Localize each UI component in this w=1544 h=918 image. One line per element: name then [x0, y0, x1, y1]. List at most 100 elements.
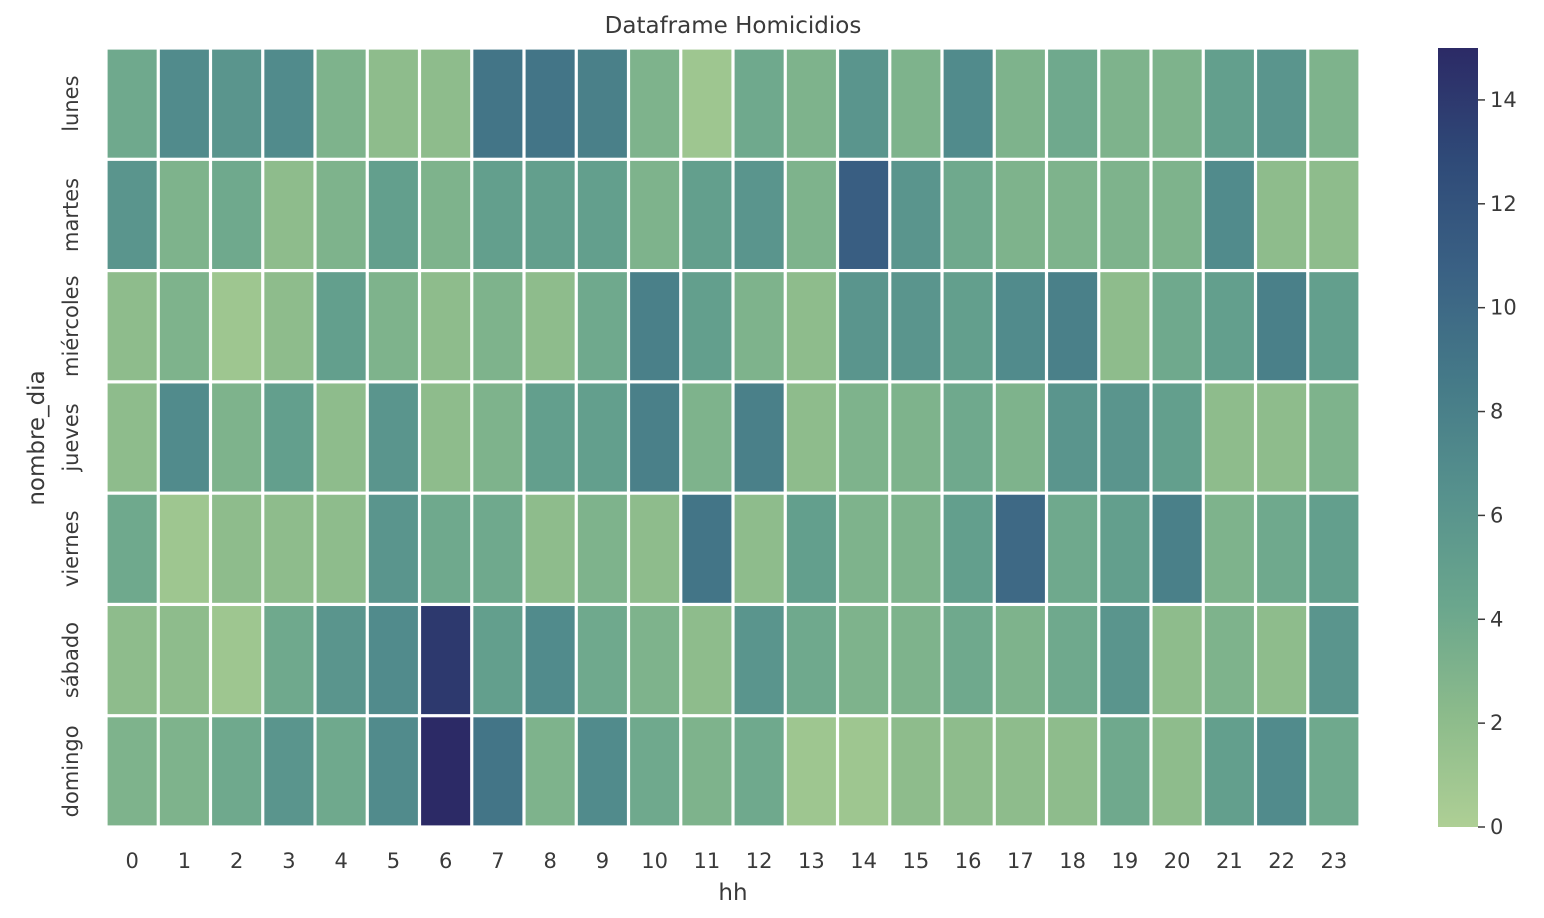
heatmap-cell [943, 49, 993, 158]
heatmap-cell [577, 717, 627, 826]
x-tick-label: 13 [798, 849, 825, 873]
heatmap-cell [316, 494, 366, 603]
colorbar-tick-label: 0 [1490, 815, 1503, 839]
heatmap-cells [107, 49, 1359, 826]
heatmap-cell [368, 272, 418, 381]
chart-title: Dataframe Homicidios [605, 13, 862, 39]
heatmap-cell [1257, 272, 1307, 381]
heatmap-cell [1204, 606, 1254, 715]
heatmap-cell [159, 383, 209, 492]
x-tick-label: 4 [334, 849, 347, 873]
heatmap-cell [525, 160, 575, 269]
heatmap-cell [1048, 272, 1098, 381]
heatmap-cell [891, 383, 941, 492]
heatmap-cell [368, 160, 418, 269]
y-tick-label: domingo [59, 725, 83, 817]
heatmap-cell [264, 717, 314, 826]
heatmap-cell [159, 717, 209, 826]
heatmap-cell [421, 383, 471, 492]
x-tick-label: 23 [1321, 849, 1348, 873]
x-tick-label: 19 [1112, 849, 1139, 873]
colorbar-tick-label: 8 [1490, 400, 1503, 424]
heatmap-cell [786, 494, 836, 603]
colorbar-tick-label: 14 [1490, 88, 1517, 112]
heatmap-cell [1257, 606, 1307, 715]
heatmap-cell [1204, 49, 1254, 158]
heatmap-cell [682, 606, 732, 715]
x-tick-label: 15 [903, 849, 930, 873]
heatmap-cell [891, 272, 941, 381]
heatmap-cell [264, 606, 314, 715]
heatmap-cell [682, 494, 732, 603]
x-tick-label: 2 [230, 849, 243, 873]
heatmap-cell [212, 160, 262, 269]
heatmap-cell [107, 272, 157, 381]
heatmap-cell [995, 606, 1045, 715]
heatmap-cell [107, 717, 157, 826]
heatmap-cell [786, 160, 836, 269]
x-tick-label: 7 [491, 849, 504, 873]
x-tick-label: 3 [282, 849, 295, 873]
heatmap-cell [473, 606, 523, 715]
heatmap-cell [473, 494, 523, 603]
x-tick-label: 9 [596, 849, 609, 873]
x-tick-label: 6 [439, 849, 452, 873]
heatmap-cell [107, 49, 157, 158]
colorbar-tick-label: 10 [1490, 296, 1517, 320]
heatmap-cell [1257, 49, 1307, 158]
heatmap-cell [839, 494, 889, 603]
heatmap-cell [368, 606, 418, 715]
x-tick-label: 18 [1059, 849, 1086, 873]
heatmap-cell [473, 717, 523, 826]
heatmap-cell [682, 160, 732, 269]
heatmap-cell [577, 160, 627, 269]
heatmap-cell [1309, 606, 1359, 715]
heatmap-cell [1309, 717, 1359, 826]
heatmap-cell [839, 383, 889, 492]
heatmap-cell [1309, 383, 1359, 492]
heatmap-cell [421, 717, 471, 826]
heatmap-cell [839, 717, 889, 826]
heatmap-cell [316, 160, 366, 269]
y-tick-label: lunes [59, 75, 83, 131]
heatmap-cell [943, 272, 993, 381]
heatmap-cell [577, 494, 627, 603]
colorbar [1438, 48, 1478, 827]
heatmap-cell [995, 383, 1045, 492]
heatmap-cell [943, 160, 993, 269]
heatmap-cell [1048, 160, 1098, 269]
heatmap-cell [995, 272, 1045, 381]
heatmap-cell [316, 383, 366, 492]
heatmap-cell [1152, 606, 1202, 715]
colorbar-tick-label: 6 [1490, 503, 1503, 527]
x-tick-label: 5 [387, 849, 400, 873]
heatmap-cell [786, 49, 836, 158]
heatmap-cell [159, 606, 209, 715]
heatmap-cell [786, 383, 836, 492]
heatmap-cell [786, 606, 836, 715]
x-tick-label: 17 [1007, 849, 1034, 873]
heatmap-cell [525, 383, 575, 492]
heatmap-cell [421, 606, 471, 715]
heatmap-cell [891, 494, 941, 603]
heatmap-cell [943, 383, 993, 492]
heatmap-cell [943, 494, 993, 603]
y-tick-label: martes [59, 178, 83, 252]
x-axis-ticks: 0 1 2 3 4 5 6 7 8 9 10 11 12 13 14 15 16 17 18 19 20 21 22 23 [125, 849, 1347, 873]
heatmap-cell [786, 272, 836, 381]
heatmap-cell [525, 272, 575, 381]
heatmap-cell [1257, 494, 1307, 603]
heatmap-cell [107, 494, 157, 603]
heatmap-cell [734, 383, 784, 492]
heatmap-cell [1152, 49, 1202, 158]
heatmap-cell [1100, 383, 1150, 492]
heatmap-cell [368, 717, 418, 826]
heatmap-cell [995, 494, 1045, 603]
heatmap-cell [1100, 49, 1150, 158]
heatmap-cell [682, 383, 732, 492]
heatmap-cell [212, 717, 262, 826]
heatmap-cell [891, 160, 941, 269]
x-tick-label: 20 [1164, 849, 1191, 873]
heatmap-cell [630, 494, 680, 603]
heatmap-cell [368, 49, 418, 158]
